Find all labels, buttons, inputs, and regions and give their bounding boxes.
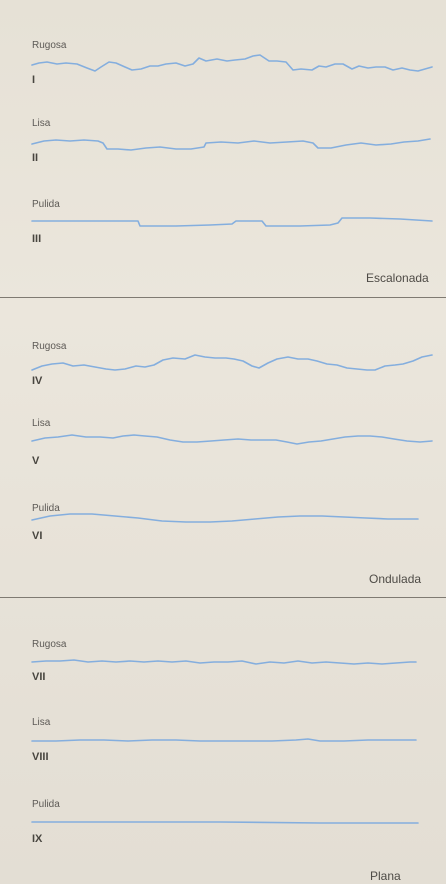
panel-title: Escalonada	[366, 271, 429, 285]
panel-ondulada	[0, 297, 446, 597]
panel-divider	[0, 597, 446, 598]
profile-numeral: III	[32, 233, 42, 245]
profile-numeral: VII	[32, 671, 46, 683]
profile-type-label: Lisa	[32, 717, 51, 728]
profile-type-label: Lisa	[32, 418, 51, 429]
panel-divider	[0, 297, 446, 298]
profile-numeral: VI	[32, 530, 43, 542]
profile-type-label: Rugosa	[32, 341, 67, 352]
panel-plana	[0, 597, 446, 884]
profile-numeral: I	[32, 74, 36, 86]
profile-type-label: Pulida	[32, 799, 60, 810]
profile-type-label: Pulida	[32, 503, 60, 514]
profile-type-label: Rugosa	[32, 639, 67, 650]
profile-type-label: Pulida	[32, 199, 60, 210]
profile-numeral: VIII	[32, 751, 49, 763]
profile-numeral: II	[32, 152, 39, 164]
profile-numeral: IX	[32, 833, 43, 845]
panel-title: Plana	[370, 869, 401, 883]
profile-numeral: V	[32, 455, 40, 467]
panel-escalonada	[0, 0, 446, 297]
profile-type-label: Lisa	[32, 118, 51, 129]
panel-title: Ondulada	[369, 572, 422, 586]
profile-type-label: Rugosa	[32, 40, 67, 51]
profile-numeral: IV	[32, 375, 43, 387]
